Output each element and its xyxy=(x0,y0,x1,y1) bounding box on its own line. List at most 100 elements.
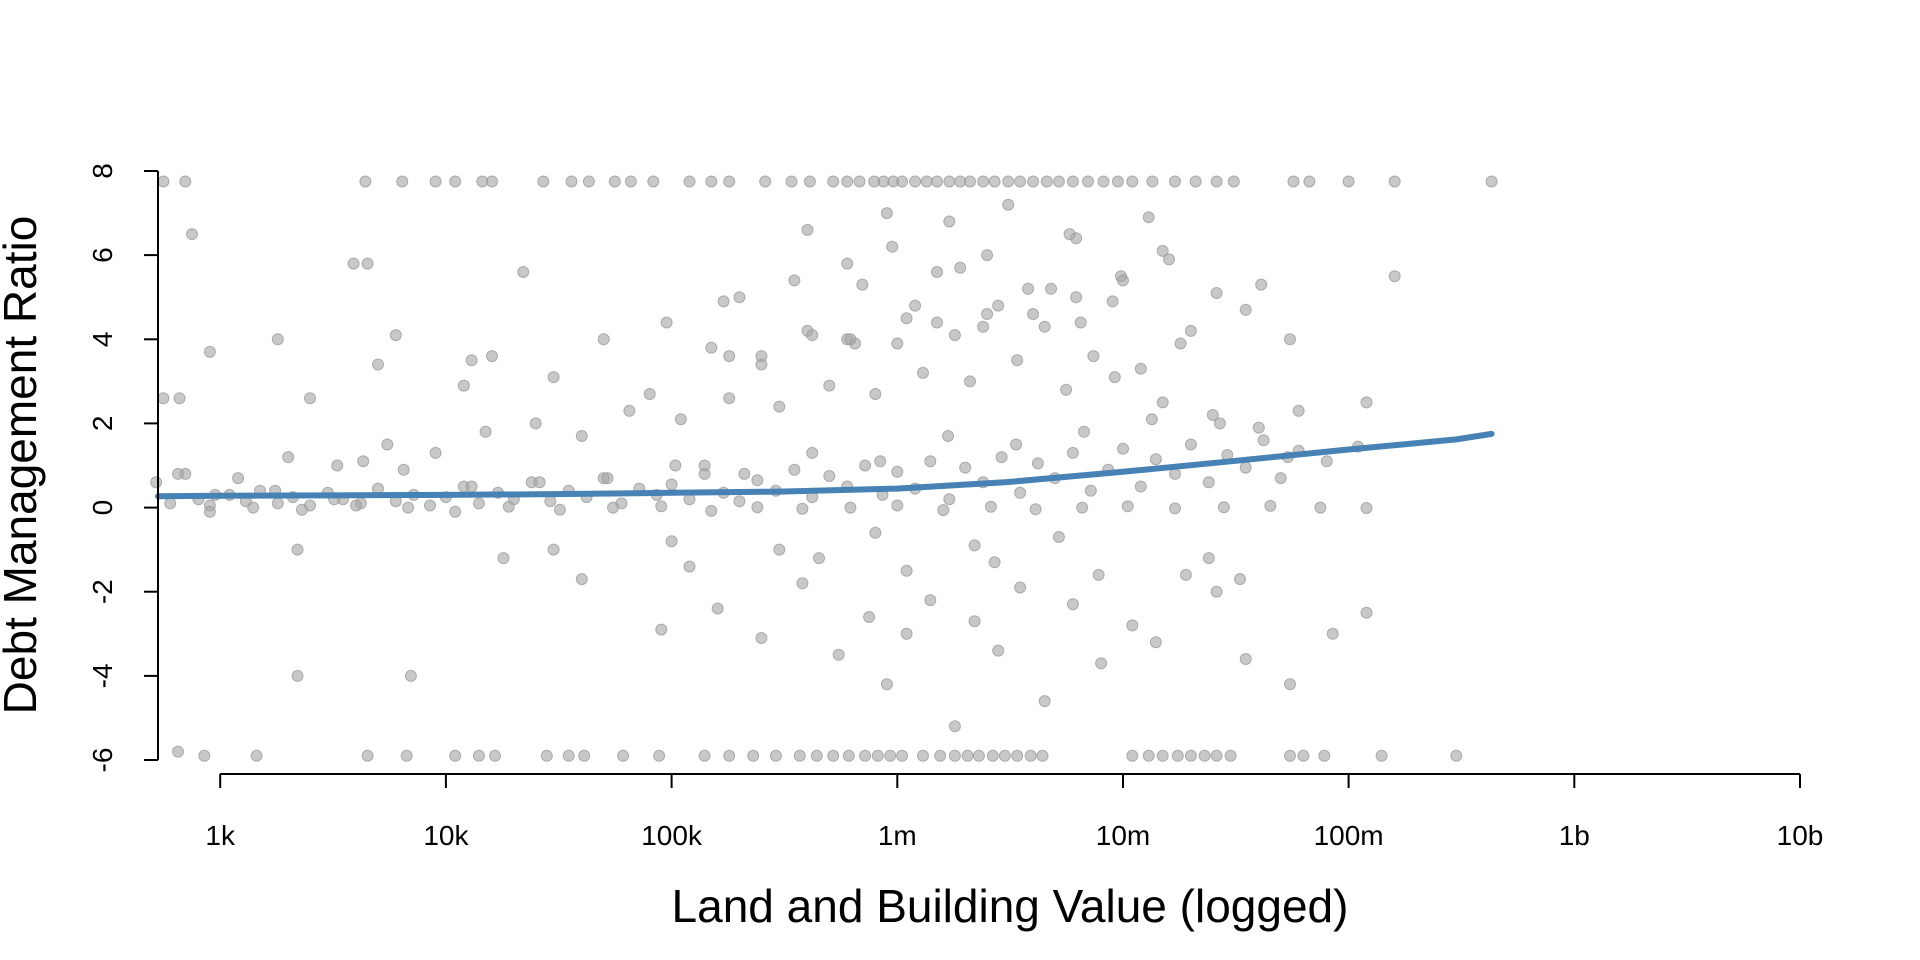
scatter-point xyxy=(655,623,668,636)
scatter-point xyxy=(1388,270,1401,283)
x-tick-label: 1b xyxy=(1559,820,1590,851)
scatter-point xyxy=(150,476,163,489)
scatter-point xyxy=(924,594,937,607)
scatter-point xyxy=(856,278,869,291)
scatter-point xyxy=(853,175,866,188)
scatter-point xyxy=(486,175,498,188)
scatter-point xyxy=(1264,499,1277,512)
scatter-point xyxy=(1045,282,1057,295)
scatter-point xyxy=(1052,175,1065,188)
scatter-point xyxy=(502,500,515,513)
scatter-point xyxy=(553,503,566,516)
scatter-point xyxy=(1210,175,1223,188)
scatter-point xyxy=(891,499,904,512)
scatter-point xyxy=(674,413,687,426)
y-tick-label: 8 xyxy=(87,163,118,179)
scatter-point xyxy=(1184,438,1197,451)
scatter-point xyxy=(449,505,462,518)
scatter-point xyxy=(698,749,711,762)
scatter-point xyxy=(995,451,1008,464)
scatter-point xyxy=(1142,749,1155,762)
scatter-point xyxy=(874,455,887,468)
scatter-point xyxy=(1257,434,1270,447)
scatter-point xyxy=(1163,253,1175,266)
scatter-point xyxy=(1210,287,1223,299)
scatter-point xyxy=(880,678,893,691)
scatter-point xyxy=(891,337,904,350)
scatter-point xyxy=(1284,749,1296,762)
scatter-point xyxy=(1169,175,1181,188)
scatter-point xyxy=(841,175,854,188)
scatter-point xyxy=(653,749,666,762)
scatter-point xyxy=(665,478,678,491)
scatter-point xyxy=(1318,749,1331,762)
scatter-point xyxy=(172,745,184,758)
scatter-point xyxy=(404,669,417,682)
scatter-point xyxy=(608,175,621,188)
scatter-point xyxy=(271,333,284,346)
y-tick-label: 4 xyxy=(87,332,118,348)
scatter-point xyxy=(1287,175,1300,188)
scatter-point xyxy=(917,366,929,379)
scatter-point xyxy=(489,749,501,762)
scatter-point xyxy=(1292,404,1305,417)
scatter-point xyxy=(948,329,961,342)
scatter-point xyxy=(1171,749,1184,762)
scatter-point xyxy=(1142,211,1155,224)
scatter-point xyxy=(931,266,943,278)
x-tick-label: 10b xyxy=(1777,820,1824,851)
scatter-point xyxy=(785,175,798,188)
scatter-point xyxy=(1284,333,1296,346)
scatter-point xyxy=(1066,598,1079,611)
scatter-point xyxy=(1202,476,1215,489)
scatter-point xyxy=(823,379,836,392)
scatter-point xyxy=(972,749,985,762)
scatter-point xyxy=(271,497,284,510)
scatter-point xyxy=(1066,175,1079,188)
scatter-point xyxy=(943,493,956,506)
scatter-point xyxy=(623,404,636,417)
scatter-point xyxy=(747,749,760,762)
scatter-point xyxy=(449,175,462,188)
scatter-point xyxy=(1179,568,1192,581)
scatter-point xyxy=(984,500,997,513)
scatter-point xyxy=(788,463,801,476)
scatter-point xyxy=(1076,501,1089,514)
y-tick-label: -2 xyxy=(87,579,118,604)
scatter-point xyxy=(813,552,825,565)
scatter-point xyxy=(1060,383,1073,396)
scatter-point xyxy=(1002,175,1015,188)
scatter-point xyxy=(597,333,610,346)
scatter-point xyxy=(449,749,462,762)
scatter-point xyxy=(1002,198,1015,211)
scatter-point xyxy=(250,749,263,762)
scatter-point xyxy=(1087,350,1100,363)
scatter-point xyxy=(1326,627,1339,640)
x-axis-title: Land and Building Value (logged) xyxy=(672,880,1349,932)
x-tick-label: 100m xyxy=(1314,820,1384,851)
scatter-point xyxy=(1227,175,1240,188)
scatter-point xyxy=(381,438,394,451)
scatter-point xyxy=(909,175,922,188)
scatter-point xyxy=(793,749,806,762)
scatter-point xyxy=(1126,749,1139,762)
scatter-point xyxy=(755,632,768,644)
scatter-point xyxy=(601,472,614,485)
scatter-point xyxy=(988,556,1001,569)
scatter-point xyxy=(723,350,736,363)
scatter-point xyxy=(1040,175,1053,188)
scatter-point xyxy=(880,207,893,220)
scatter-point xyxy=(1156,244,1169,257)
scatter-point xyxy=(647,175,660,188)
scatter-point xyxy=(669,459,682,472)
scatter-point xyxy=(397,463,410,476)
scatter-point xyxy=(1485,175,1498,188)
scatter-point xyxy=(357,455,370,468)
scatter-point xyxy=(769,749,782,762)
scatter-point xyxy=(1084,484,1097,497)
scatter-point xyxy=(1342,175,1355,188)
scatter-point xyxy=(1052,531,1065,543)
scatter-point xyxy=(1038,320,1051,333)
scatter-point xyxy=(1375,749,1388,762)
